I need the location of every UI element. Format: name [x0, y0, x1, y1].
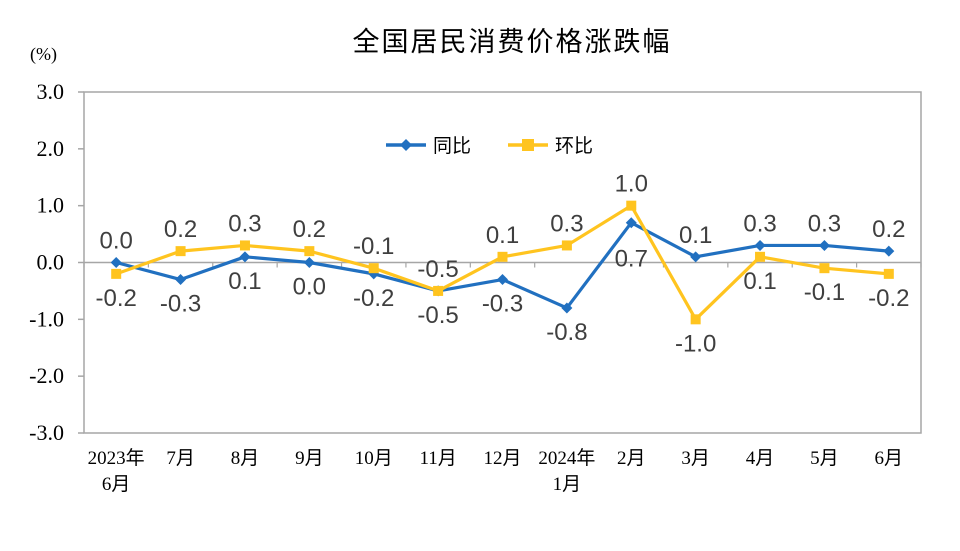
data-label-mom-4: -0.1	[353, 233, 394, 260]
legend-label-yoy: 同比	[432, 136, 471, 157]
data-label-yoy-9: 0.1	[679, 222, 712, 249]
yoy-line-diamond-icon	[385, 138, 426, 151]
marker-mom-2	[239, 240, 250, 251]
data-label-mom-5: -0.5	[417, 256, 458, 283]
marker-mom-10	[755, 251, 766, 262]
y-axis-label: -3.0	[29, 420, 64, 445]
marker-mom-7	[561, 240, 572, 251]
x-axis-label: 9月	[295, 448, 324, 469]
data-label-mom-10: 0.1	[743, 268, 776, 295]
x-axis-label: 8月	[231, 448, 260, 469]
marker-yoy-11	[818, 239, 830, 251]
marker-mom-0	[111, 268, 122, 279]
y-axis-label: -2.0	[29, 363, 64, 388]
marker-mom-11	[819, 263, 830, 274]
data-label-mom-2: 0.3	[228, 210, 261, 237]
legend-label-mom: 环比	[555, 136, 594, 157]
marker-mom-4	[368, 263, 379, 274]
marker-yoy-0	[110, 257, 122, 268]
marker-yoy-6	[497, 274, 508, 286]
x-axis-label: 6月	[875, 448, 904, 469]
data-label-mom-0: -0.2	[96, 285, 137, 312]
data-label-mom-12: -0.2	[868, 285, 909, 312]
x-axis-label: 2023年	[88, 447, 145, 469]
data-label-yoy-2: 0.1	[228, 268, 261, 295]
x-axis-label: 7月	[166, 448, 195, 469]
y-axis-unit-label: (%)	[30, 44, 57, 64]
x-axis-label: 1月	[553, 474, 582, 495]
marker-yoy-2	[239, 251, 251, 263]
marker-yoy-3	[303, 257, 315, 268]
data-label-yoy-7: -0.8	[546, 319, 587, 346]
marker-yoy-7	[561, 302, 573, 314]
marker-mom-12	[883, 268, 894, 279]
data-label-yoy-11: 0.3	[808, 210, 841, 237]
marker-yoy-1	[175, 274, 187, 286]
x-axis-label: 11月	[419, 448, 456, 469]
x-axis-label: 6月	[102, 474, 131, 495]
marker-mom-5	[433, 285, 444, 296]
x-axis-label: 4月	[746, 448, 775, 469]
legend-item-mom: 环比	[507, 131, 593, 158]
data-label-mom-3: 0.2	[293, 216, 326, 243]
data-label-yoy-3: 0.0	[293, 274, 326, 301]
marker-mom-3	[304, 246, 315, 257]
x-axis-label: 2024年	[538, 447, 595, 469]
data-label-mom-1: 0.2	[164, 216, 197, 243]
y-axis-label: -1.0	[29, 306, 64, 331]
x-axis-label: 2月	[617, 448, 646, 469]
marker-yoy-8	[625, 217, 637, 229]
x-axis-label: 10月	[355, 448, 393, 469]
data-label-mom-11: -0.1	[804, 279, 845, 306]
x-axis-label: 5月	[810, 448, 839, 469]
x-axis-label: 3月	[681, 448, 710, 469]
legend-item-yoy: 同比	[385, 131, 471, 158]
data-label-yoy-1: -0.3	[160, 291, 201, 318]
data-label-yoy-4: -0.2	[353, 285, 394, 312]
chart-title: 全国居民消费价格涨跌幅	[352, 27, 672, 57]
marker-mom-6	[497, 251, 508, 262]
y-axis-label: 1.0	[37, 193, 65, 218]
data-label-yoy-0: 0.0	[100, 228, 133, 255]
marker-mom-8	[626, 200, 637, 211]
data-label-mom-6: 0.1	[486, 222, 519, 249]
data-label-yoy-12: 0.2	[872, 216, 905, 243]
data-label-yoy-8: 0.7	[615, 246, 648, 273]
marker-mom-9	[690, 314, 701, 325]
marker-yoy-9	[690, 251, 702, 263]
y-axis-label: 3.0	[37, 79, 65, 104]
legend: 同比 环比	[0, 131, 960, 158]
data-label-mom-8: 1.0	[615, 171, 648, 198]
data-label-yoy-5: -0.5	[417, 302, 458, 329]
data-label-mom-7: 0.3	[550, 210, 583, 237]
marker-yoy-12	[883, 245, 895, 257]
data-label-yoy-6: -0.3	[482, 291, 523, 318]
data-label-yoy-10: 0.3	[743, 210, 776, 237]
marker-yoy-10	[754, 239, 766, 251]
marker-mom-1	[175, 246, 186, 257]
mom-line-square-icon	[508, 138, 548, 151]
y-axis-label: 2.0	[37, 136, 65, 161]
y-axis-label: 0.0	[37, 250, 65, 275]
data-label-mom-9: -1.0	[675, 330, 716, 357]
x-axis-label: 12月	[483, 448, 521, 469]
